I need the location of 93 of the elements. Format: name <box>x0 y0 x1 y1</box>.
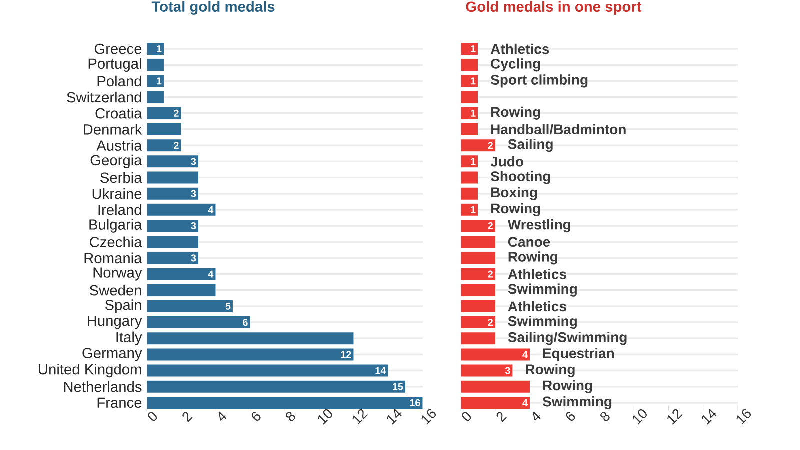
y-tick-label: France <box>98 398 142 408</box>
data-label: 3 <box>191 254 196 262</box>
data-label: 5 <box>226 302 231 310</box>
y-tick-label: Portugal <box>88 58 142 72</box>
data-label: 4 <box>208 270 214 278</box>
y-tick-label: Italy <box>116 332 142 346</box>
x-tick-label: 12 <box>668 409 683 425</box>
x-tick-label: 14 <box>387 409 402 425</box>
y-tick-label: Greece <box>94 44 142 54</box>
data-label: 3 <box>505 367 510 374</box>
y-tick-label: Norway <box>94 268 142 281</box>
data-label: 2 <box>488 270 493 278</box>
data-label: 1 <box>471 46 476 52</box>
x-tick-label: 0 <box>462 412 472 422</box>
annotation: Sport climbing <box>490 74 588 88</box>
y-tick-label: Germany <box>82 348 142 362</box>
annotation: Rowing <box>492 203 540 216</box>
y-tick-label: Ireland <box>98 204 142 216</box>
annotation: Swimming <box>508 284 577 297</box>
data-label: 6 <box>243 318 248 326</box>
data-label: 1 <box>157 46 162 52</box>
chart-title: Total gold medals <box>152 1 275 15</box>
y-tick-label: Hungary <box>88 316 142 330</box>
y-tick-label: Bulgaria <box>90 219 142 233</box>
y-tick-label: Ukraine <box>92 188 142 200</box>
y-tick-label: Poland <box>98 76 142 87</box>
x-tick-label: 6 <box>252 412 261 422</box>
data-label: 14 <box>376 367 386 374</box>
x-tick-label: 10 <box>318 409 332 425</box>
annotation: Rowing <box>526 364 575 378</box>
annotation: Sailing <box>508 139 553 152</box>
annotation: Shooting <box>490 171 550 184</box>
x-tick-label: 2 <box>496 412 507 422</box>
annotation: Judo <box>490 156 524 167</box>
y-tick-label: Denmark <box>84 124 142 135</box>
data-label: 16 <box>410 399 420 407</box>
annotation: Equestrian <box>543 348 614 362</box>
data-label: 1 <box>471 110 476 117</box>
y-tick-label: Romania <box>84 252 142 264</box>
y-tick-label: Serbia <box>100 172 142 184</box>
chart-title: Gold medals in one sport <box>466 1 642 15</box>
data-label: 15 <box>392 383 404 390</box>
data-label: 3 <box>191 222 196 230</box>
x-tick-label: 8 <box>286 412 296 422</box>
annotation: Wrestling <box>508 219 570 233</box>
data-label: 2 <box>488 319 493 326</box>
annotation: Sailing/Swimming <box>508 332 627 346</box>
y-tick-label: Austria <box>96 140 142 151</box>
data-label: 12 <box>341 351 352 358</box>
annotation: Cycling <box>491 58 540 72</box>
y-tick-label: Netherlands <box>64 381 142 392</box>
data-label: 4 <box>522 351 528 358</box>
data-label: 2 <box>488 222 493 230</box>
x-tick-label: 12 <box>352 409 368 425</box>
data-label: 1 <box>471 158 476 166</box>
annotation: Boxing <box>492 187 538 200</box>
data-label: 2 <box>488 142 493 150</box>
data-label: 1 <box>471 206 476 214</box>
x-tick-label: 4 <box>533 412 541 422</box>
y-tick-label: Croatia <box>96 108 142 119</box>
data-label: 1 <box>157 78 162 85</box>
y-tick-label: United Kingdom <box>39 364 142 378</box>
annotation: Swimming <box>542 396 612 410</box>
x-tick-label: 10 <box>632 409 647 425</box>
annotation: Rowing <box>492 106 540 120</box>
data-label: 3 <box>191 158 196 166</box>
annotation: Athletics <box>508 301 566 312</box>
x-tick-label: 14 <box>702 409 717 425</box>
x-tick-label: 8 <box>600 412 610 422</box>
data-label: 4 <box>522 400 528 406</box>
x-tick-label: 16 <box>736 409 752 425</box>
annotation: Athletics <box>508 269 566 280</box>
x-tick-label: 2 <box>182 412 193 422</box>
x-tick-label: 6 <box>566 412 576 422</box>
annotation: Canoe <box>508 237 550 248</box>
y-tick-label: Spain <box>105 300 142 314</box>
x-tick-label: 4 <box>218 412 227 422</box>
annotation: Rowing <box>508 252 558 265</box>
x-tick-label: 0 <box>148 412 158 422</box>
y-tick-label: Sweden <box>90 284 142 296</box>
annotation: Athletics <box>490 44 550 54</box>
y-tick-label: Georgia <box>90 154 142 168</box>
data-label: 4 <box>208 206 214 214</box>
data-label: 1 <box>471 78 476 85</box>
x-tick-label: 16 <box>422 409 436 425</box>
data-label: 2 <box>174 110 179 117</box>
annotation: Handball/Badminton <box>492 124 626 135</box>
y-tick-label: Switzerland <box>67 92 142 103</box>
annotation: Rowing <box>543 380 592 394</box>
data-label: 3 <box>191 190 196 198</box>
y-tick-label: Czechia <box>90 236 142 248</box>
annotation: Swimming <box>508 316 577 330</box>
data-label: 2 <box>174 142 179 150</box>
